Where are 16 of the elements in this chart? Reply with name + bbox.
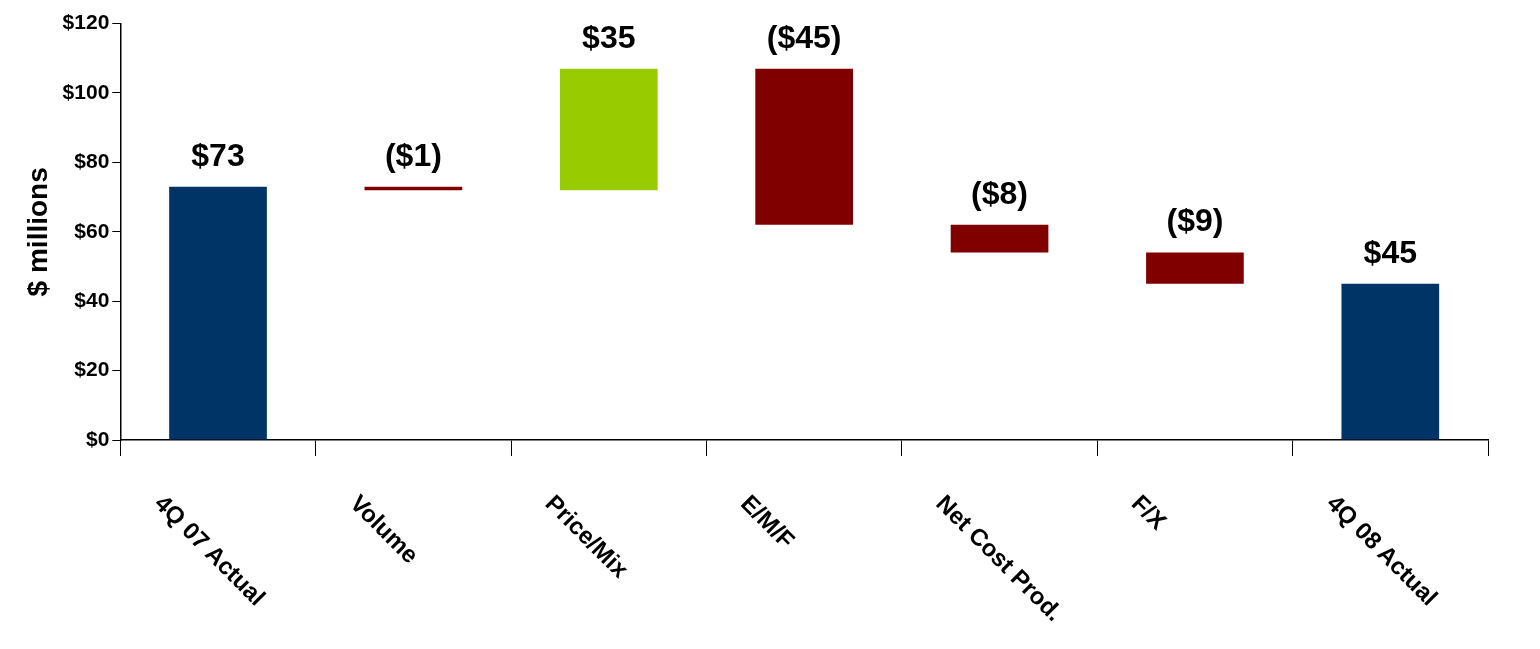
x-tick-label: F/X — [1126, 489, 1173, 535]
y-tick-label: $60 — [74, 218, 110, 242]
y-tick-label: $120 — [62, 10, 110, 34]
data-label: ($1) — [384, 136, 442, 173]
y-tick-label: $20 — [74, 357, 110, 381]
y-tick-label: $40 — [74, 288, 110, 311]
data-label: ($45) — [766, 18, 842, 55]
y-tick-label: $80 — [74, 149, 110, 173]
data-label: ($9) — [1166, 202, 1224, 239]
data-label: $35 — [582, 18, 636, 55]
y-axis-title: $ millions — [21, 167, 53, 297]
data-label: $45 — [1363, 233, 1417, 270]
y-tick-label: $0 — [85, 426, 110, 450]
data-label: ($8) — [971, 174, 1028, 211]
data-label: $73 — [191, 136, 245, 173]
y-tick-label: $100 — [62, 79, 110, 103]
